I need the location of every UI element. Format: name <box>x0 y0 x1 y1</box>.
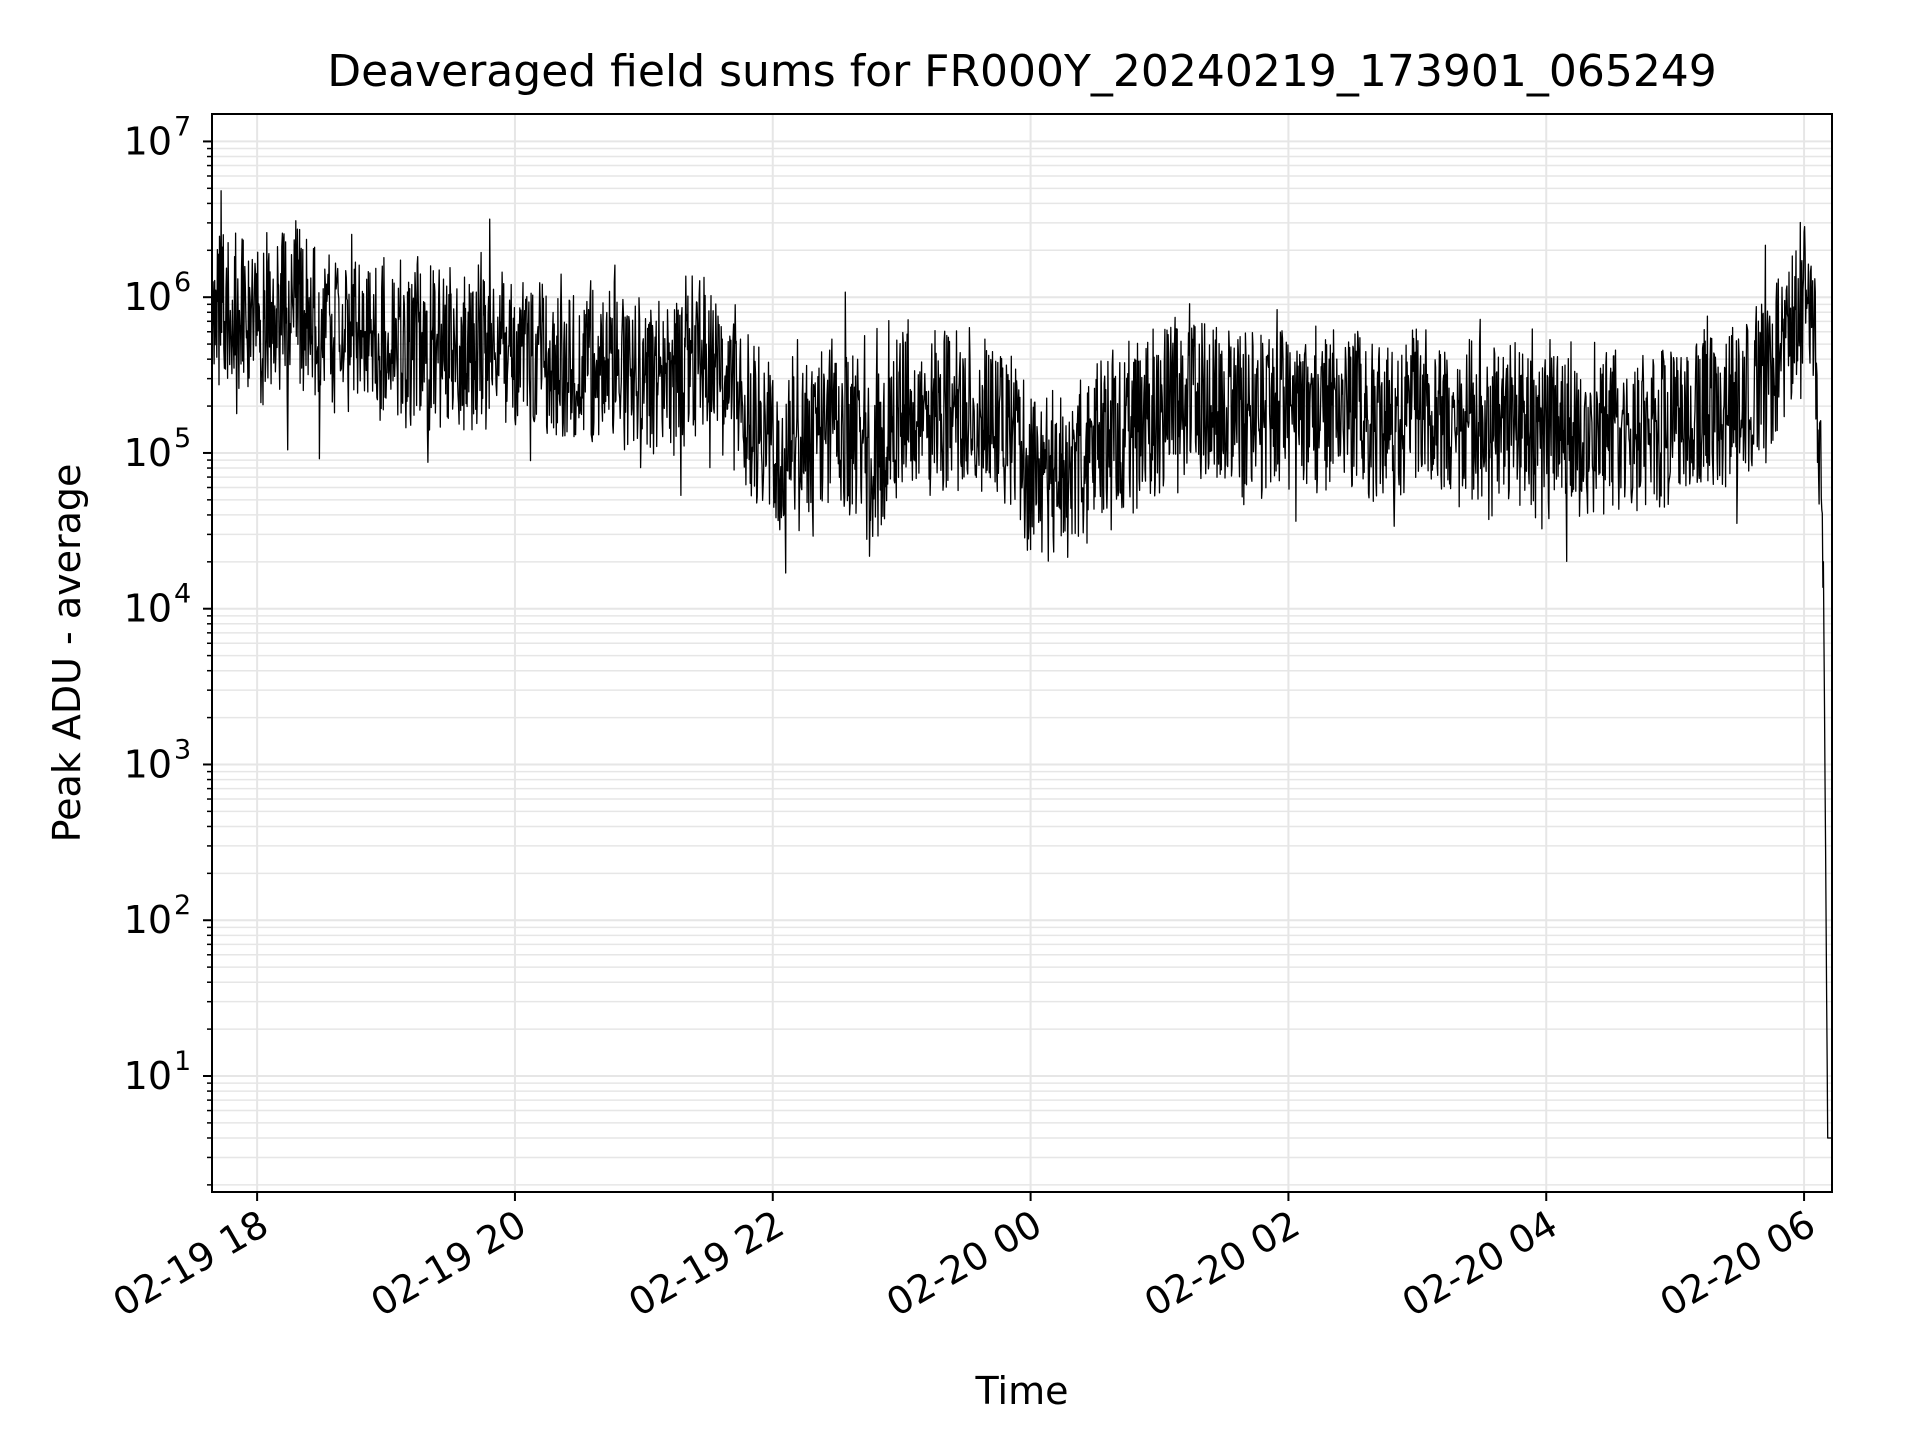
y-tick-exponent: 6 <box>174 267 191 298</box>
y-tick-label: 10 <box>124 742 172 786</box>
y-tick-label: 10 <box>124 898 172 942</box>
x-axis-label: Time <box>975 1369 1069 1413</box>
y-tick-label: 10 <box>124 119 172 163</box>
chart-title: Deaveraged field sums for FR000Y_2024021… <box>327 46 1717 97</box>
y-tick-label: 10 <box>124 275 172 319</box>
y-axis-label: Peak ADU - average <box>45 464 89 843</box>
y-tick-label: 10 <box>124 587 172 631</box>
y-tick-exponent: 2 <box>174 890 191 921</box>
plot-area <box>211 190 1833 1139</box>
y-tick-label: 10 <box>124 431 172 475</box>
y-tick-exponent: 5 <box>174 423 191 454</box>
axes-frame <box>211 113 1833 1193</box>
y-tick-exponent: 3 <box>174 734 191 765</box>
series-line <box>211 190 1833 1139</box>
y-tick-exponent: 4 <box>174 579 191 610</box>
y-tick-exponent: 1 <box>174 1046 191 1077</box>
y-tick-exponent: 7 <box>174 111 191 142</box>
y-tick-label: 10 <box>124 1054 172 1098</box>
